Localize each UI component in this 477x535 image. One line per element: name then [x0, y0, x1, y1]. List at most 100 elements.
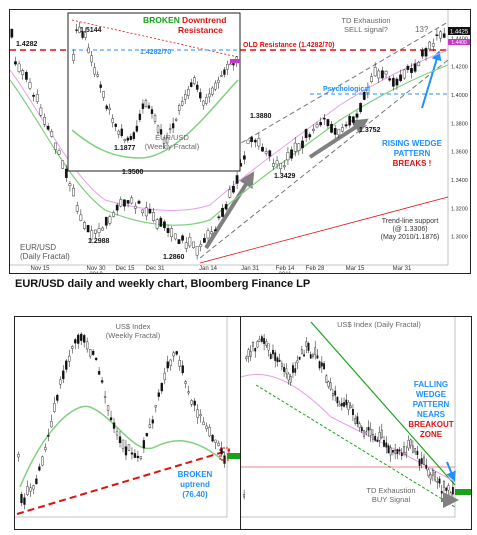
candle-body [68, 355, 71, 362]
candle-body [293, 142, 297, 152]
candle-body [394, 450, 397, 454]
ma-green-weekly [71, 79, 239, 159]
candle-body [260, 336, 263, 342]
candle-body [425, 464, 428, 469]
candle-body [348, 116, 352, 126]
candle-body [61, 160, 65, 169]
candle-body [148, 424, 152, 428]
candle-body [28, 82, 32, 89]
x-tick-label: Jan 31 [241, 266, 260, 272]
candle-body [250, 137, 253, 142]
candle-body [84, 32, 87, 38]
candle-body [261, 146, 264, 152]
candle-body [83, 222, 86, 229]
usd-uptrend-line [16, 449, 231, 515]
candle-body [351, 116, 355, 123]
candle-body [345, 399, 348, 406]
candle-body [341, 127, 344, 132]
candle-body [211, 87, 214, 95]
candle-body [120, 128, 123, 137]
downtrend-label: Downtrend [182, 15, 226, 25]
inset-level-label: 1.4282/70 [140, 49, 171, 56]
candle-body [445, 487, 448, 491]
candle-body [279, 163, 283, 170]
candle-body [362, 92, 366, 100]
candle-body [443, 481, 445, 488]
candle-body [308, 134, 312, 138]
candle-body [278, 359, 281, 362]
gray-arrow-1 [204, 171, 255, 250]
candle-body [442, 33, 446, 38]
ma-green-daily [10, 64, 449, 226]
gray-arrow-2 [308, 118, 369, 159]
candle-body [171, 123, 175, 129]
candle-body [106, 405, 110, 411]
candle-body [374, 436, 377, 441]
candle-body [46, 125, 50, 130]
candle-body [318, 361, 321, 369]
candle-body [245, 356, 248, 360]
candle-body [303, 354, 305, 357]
candle-body [396, 449, 399, 455]
price-1-3429: 1.3429 [274, 173, 296, 180]
candle-body [130, 452, 134, 455]
candle-body [256, 341, 259, 348]
candle-body [35, 94, 39, 102]
candle-body [133, 205, 137, 209]
candle-body [141, 209, 144, 214]
candle-body [147, 105, 151, 109]
candle-body [269, 353, 272, 359]
usd-daily-svg: US$ Index (Daily Fractal) FALLING WEDGE PA… [241, 317, 471, 518]
candle-body [144, 100, 148, 107]
candle-body [296, 360, 299, 364]
candle-body [315, 124, 319, 128]
candle-body [407, 440, 410, 449]
candle-body [383, 440, 385, 447]
candle-body [163, 372, 166, 381]
trendline-support [199, 196, 449, 264]
candle-body [17, 454, 20, 458]
candle-body [81, 31, 84, 38]
candle-body [249, 351, 252, 357]
candle-body [307, 343, 310, 351]
y-tick-label: 1.3600 [451, 150, 468, 156]
candle-body [312, 128, 315, 131]
candle-body [354, 418, 357, 424]
x-tick-label: Jan 14 [199, 266, 218, 272]
candle-body [229, 63, 232, 66]
candle-body [226, 63, 229, 70]
candle-body [75, 205, 79, 212]
td-sell-count: 13? [415, 25, 429, 34]
candle-body [56, 394, 59, 401]
candle-body [102, 91, 105, 98]
candle-body [217, 442, 220, 446]
candle-body [343, 402, 345, 407]
candle-body [205, 96, 208, 104]
candle-body [447, 485, 450, 491]
candle-body [192, 241, 195, 248]
candle-body [150, 109, 154, 115]
candle-body [370, 76, 373, 82]
usd-blue-arrow [446, 461, 456, 482]
candle-body [139, 456, 143, 460]
candle-body [77, 334, 80, 344]
candle-body [380, 429, 383, 438]
candle-body [44, 447, 47, 450]
candle-body [429, 474, 432, 480]
candle-body [64, 168, 68, 178]
candle-body [411, 445, 414, 453]
candle-body [384, 71, 388, 75]
candle-body [24, 72, 28, 80]
candle-body [282, 165, 286, 168]
candle-body [59, 379, 62, 385]
usd-daily-title: US$ Index (Daily Fractal) [337, 320, 421, 329]
candle-body [297, 143, 301, 151]
candle-body [314, 347, 317, 355]
candle-body [300, 349, 303, 355]
candle-body [206, 230, 210, 239]
eurusd-daily-chart: 1.4400 1.4200 1.4000 1.3800 1.3600 1.3400 1.32… [9, 9, 471, 274]
candle-body [86, 341, 89, 350]
usd-weekly-title: US$ Index (Weekly Fractal) [106, 322, 161, 340]
candle-body [322, 117, 326, 120]
candle-body [363, 430, 365, 437]
